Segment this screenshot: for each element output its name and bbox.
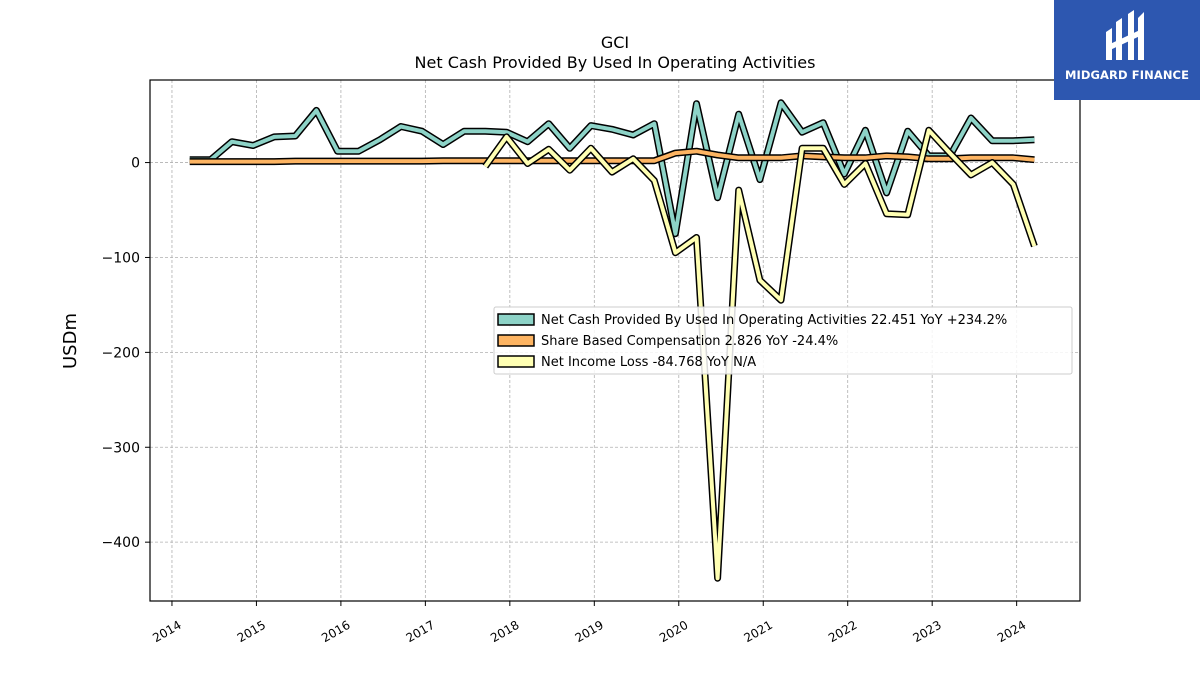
series-share-based-line-stroke [189,149,1035,164]
brand-mark-icon [1106,10,1144,60]
series-share-based-line [189,147,1035,166]
series-net-income-line [482,126,1038,582]
legend-swatch-net-income [497,355,535,368]
brand-name: MIDGARD FINANCE [1064,68,1190,82]
series-net-cash-line [189,99,1035,238]
x-tick-label: 2015 [235,618,268,645]
axes: 0 −100 −200 −300 −400 2014 2015 2016 2017 2018 201… [102,156,1029,646]
y-tick-label: −100 [102,250,140,266]
legend-swatch-net-cash [497,313,535,326]
chart-subtitle: Net Cash Provided By Used In Operating A… [415,53,816,72]
x-tick-label: 2024 [995,618,1028,645]
x-tick-label: 2020 [657,618,690,645]
y-tick-label: −200 [102,345,140,361]
x-tick-label: 2022 [826,618,859,645]
y-tick-label: −300 [102,440,140,456]
series-net-income-line-stroke [483,128,1037,581]
x-tick-label: 2023 [910,618,943,645]
x-tick-label: 2017 [404,618,437,645]
legend: Net Cash Provided By Used In Operating A… [493,306,1073,375]
brand-logo: MIDGARD FINANCE [1054,0,1200,100]
x-tick-label: 2018 [488,618,521,645]
chart-title: GCI [601,33,629,52]
y-tick-label: −400 [102,535,140,551]
series-net-cash-line-stroke [189,100,1035,236]
x-tick-label: 2021 [742,618,775,645]
legend-label-net-cash: Net Cash Provided By Used In Operating A… [541,313,1007,328]
legend-frame [493,306,1073,375]
plot-frame [149,79,1081,602]
legend-swatch-share-based [497,334,535,347]
legend-label-share-based: Share Based Compensation 2.826 YoY -24.4… [541,334,838,349]
plot-lines [189,99,1038,582]
legend-label-net-income: Net Income Loss -84.768 YoY N/A [541,355,756,370]
x-tick-label: 2014 [150,618,183,645]
y-axis-label: USDm [60,313,81,369]
y-tick-label: 0 [131,156,140,172]
x-tick-label: 2019 [573,618,606,645]
x-tick-label: 2016 [319,618,352,645]
